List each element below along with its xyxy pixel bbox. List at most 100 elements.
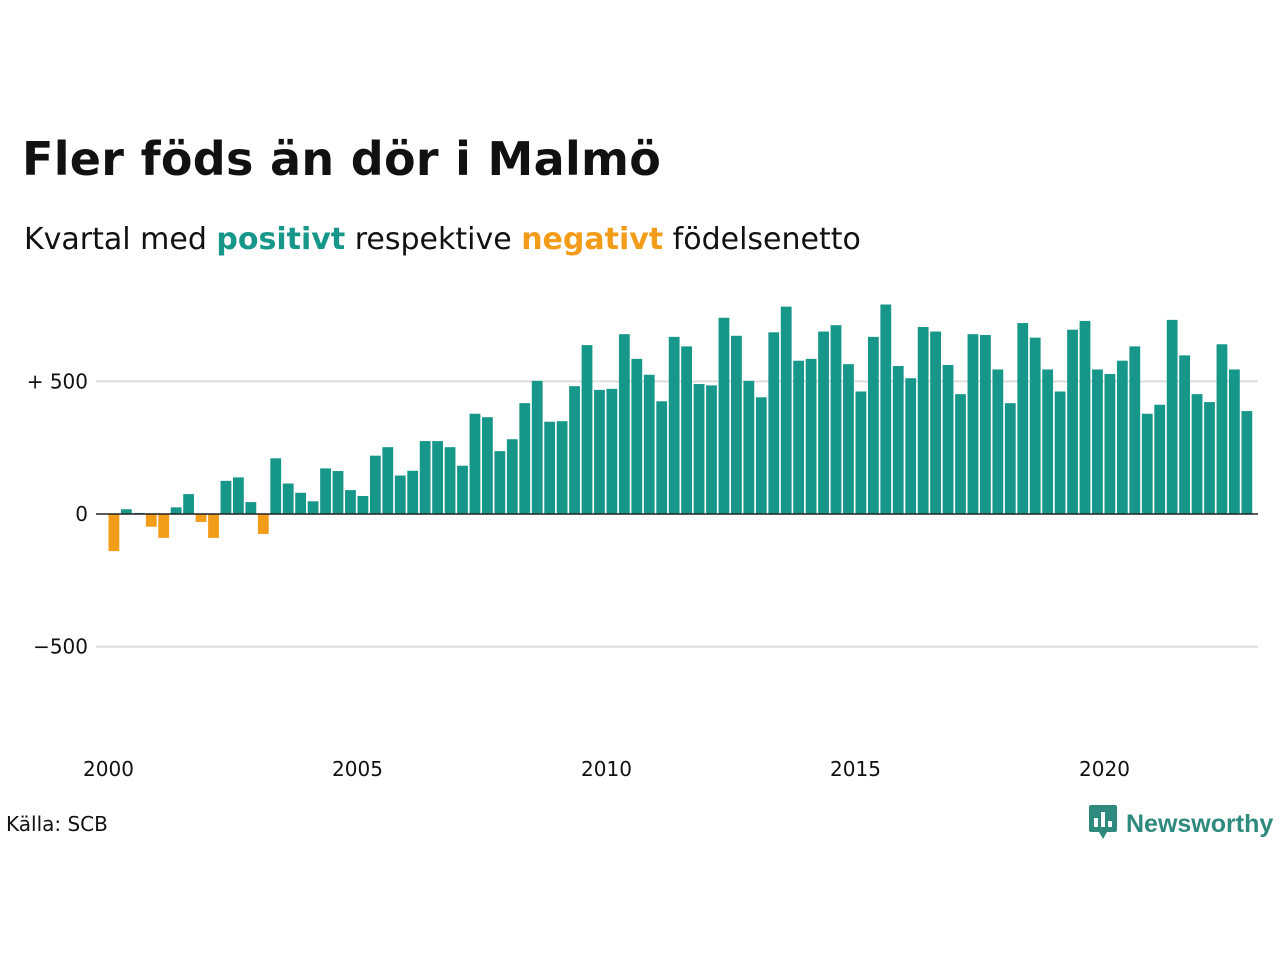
brand-logo[interactable]: Newsworthy bbox=[1088, 804, 1273, 844]
bar-2022-q4 bbox=[1241, 411, 1253, 514]
bar-2009-q2 bbox=[569, 386, 580, 514]
bar-2003-q3 bbox=[282, 483, 294, 514]
bar-2002-q1 bbox=[208, 514, 219, 538]
bar-2014-q1 bbox=[805, 358, 817, 514]
bar-2017-q2 bbox=[967, 334, 979, 514]
chart-subtitle: Kvartal med positivt respektive negativt… bbox=[24, 222, 861, 257]
bar-2012-q4 bbox=[743, 380, 755, 514]
bar-2009-q3 bbox=[581, 345, 593, 514]
bar-2006-q4 bbox=[444, 447, 456, 514]
bar-2001-q1 bbox=[158, 514, 170, 538]
bar-2000-q4 bbox=[145, 514, 157, 527]
bar-2013-q1 bbox=[755, 397, 767, 514]
subtitle-suffix: födelsenetto bbox=[663, 222, 861, 257]
x-tick-label: 2010 bbox=[581, 757, 632, 781]
bar-2012-q3 bbox=[731, 335, 742, 514]
bar-2016-q4 bbox=[942, 364, 954, 514]
bar-2019-q2 bbox=[1067, 329, 1078, 514]
bar-2000-q1 bbox=[108, 514, 120, 552]
chart-title: Fler föds än dör i Malmö bbox=[22, 132, 662, 186]
x-tick-label: 2005 bbox=[332, 757, 383, 781]
x-tick-label: 2000 bbox=[83, 757, 134, 781]
bar-2005-q1 bbox=[357, 495, 369, 514]
bar-2007-q4 bbox=[494, 451, 506, 514]
bar-2005-q3 bbox=[382, 447, 394, 514]
bar-2022-q3 bbox=[1229, 369, 1240, 514]
bars-layer bbox=[108, 304, 1253, 552]
bar-2002-q3 bbox=[233, 477, 244, 514]
bar-2018-q4 bbox=[1042, 369, 1054, 514]
subtitle-middle: respektive bbox=[345, 222, 522, 257]
bar-2003-q2 bbox=[270, 458, 282, 514]
bar-2021-q4 bbox=[1191, 394, 1203, 514]
bar-2001-q2 bbox=[170, 507, 182, 514]
bar-2004-q3 bbox=[332, 471, 344, 514]
bar-2020-q4 bbox=[1141, 413, 1153, 514]
bar-2006-q1 bbox=[407, 470, 419, 514]
bar-2007-q3 bbox=[482, 417, 493, 514]
bar-2005-q4 bbox=[394, 475, 406, 514]
bar-2009-q4 bbox=[594, 389, 605, 514]
bar-2020-q2 bbox=[1116, 360, 1128, 514]
bar-2002-q4 bbox=[245, 502, 257, 514]
bar-2010-q4 bbox=[643, 374, 655, 514]
bar-2017-q1 bbox=[955, 394, 966, 514]
bar-2009-q1 bbox=[556, 421, 568, 514]
bar-2015-q4 bbox=[892, 366, 904, 514]
bar-2011-q1 bbox=[656, 401, 668, 514]
bar-2016-q2 bbox=[917, 327, 929, 514]
y-tick-labels: + 500 0 −500 bbox=[27, 369, 88, 658]
bar-2008-q1 bbox=[506, 439, 518, 514]
bar-2011-q2 bbox=[668, 336, 680, 514]
bar-2018-q3 bbox=[1029, 337, 1041, 514]
bar-2010-q3 bbox=[631, 358, 643, 514]
bar-2017-q3 bbox=[980, 334, 991, 514]
bar-2004-q4 bbox=[345, 490, 356, 514]
bar-2016-q3 bbox=[930, 331, 941, 514]
bar-2013-q4 bbox=[793, 360, 805, 514]
bar-2004-q2 bbox=[320, 468, 331, 514]
bar-2012-q1 bbox=[706, 385, 717, 514]
bar-2012-q2 bbox=[718, 317, 730, 514]
bar-2022-q2 bbox=[1216, 344, 1228, 514]
bar-2014-q3 bbox=[830, 325, 842, 514]
x-tick-label: 2020 bbox=[1079, 757, 1130, 781]
bar-2015-q2 bbox=[867, 336, 879, 514]
bar-2018-q2 bbox=[1017, 323, 1029, 514]
bar-2017-q4 bbox=[992, 369, 1004, 514]
bar-2006-q2 bbox=[419, 441, 431, 514]
bar-2014-q2 bbox=[818, 331, 829, 514]
bar-2021-q1 bbox=[1154, 404, 1166, 514]
bar-2002-q2 bbox=[220, 480, 232, 514]
bar-2011-q3 bbox=[681, 346, 692, 514]
bar-2019-q4 bbox=[1092, 369, 1103, 514]
bar-2021-q3 bbox=[1179, 355, 1190, 514]
bar-2011-q4 bbox=[693, 384, 705, 514]
brand-name: Newsworthy bbox=[1126, 809, 1274, 838]
bar-2000-q2 bbox=[120, 509, 132, 514]
bar-2020-q3 bbox=[1129, 346, 1141, 514]
newsworthy-logo-icon bbox=[1088, 804, 1118, 844]
subtitle-prefix: Kvartal med bbox=[24, 222, 217, 257]
bar-2003-q4 bbox=[295, 492, 307, 514]
bar-2008-q3 bbox=[531, 380, 543, 514]
bar-2019-q1 bbox=[1054, 391, 1066, 514]
bar-2001-q4 bbox=[195, 514, 207, 522]
bar-2003-q1 bbox=[257, 514, 269, 534]
bar-2008-q2 bbox=[519, 403, 531, 514]
bar-2005-q2 bbox=[369, 455, 381, 514]
subtitle-positive-word: positivt bbox=[216, 222, 346, 257]
bar-2010-q2 bbox=[618, 334, 630, 514]
bar-2013-q2 bbox=[768, 332, 780, 514]
x-tick-label: 2015 bbox=[830, 757, 881, 781]
bar-2021-q2 bbox=[1166, 319, 1178, 514]
bar-2008-q4 bbox=[544, 421, 556, 514]
bar-2014-q4 bbox=[843, 364, 854, 514]
bar-2018-q1 bbox=[1004, 403, 1016, 514]
y-tick-label: 0 bbox=[75, 502, 88, 526]
bar-2020-q1 bbox=[1104, 373, 1116, 514]
bar-2010-q1 bbox=[606, 388, 618, 514]
bar-2015-q3 bbox=[880, 304, 892, 514]
bar-2001-q3 bbox=[183, 494, 194, 514]
